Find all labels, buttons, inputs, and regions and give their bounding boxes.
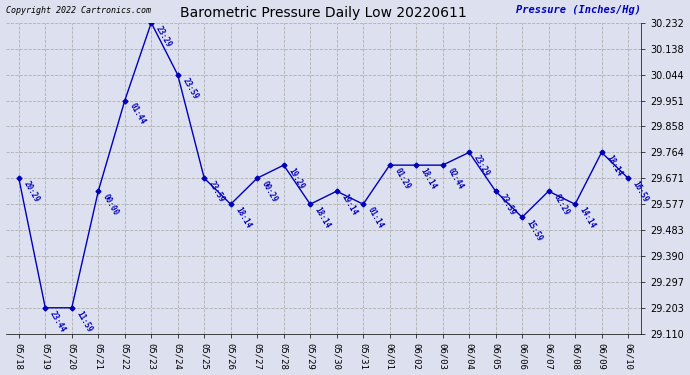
Text: Pressure (Inches/Hg): Pressure (Inches/Hg) xyxy=(516,5,641,15)
Text: 15:59: 15:59 xyxy=(525,219,544,243)
Text: 18:14: 18:14 xyxy=(313,206,333,230)
Text: 18:14: 18:14 xyxy=(419,166,438,191)
Text: 01:44: 01:44 xyxy=(128,102,147,126)
Text: Copyright 2022 Cartronics.com: Copyright 2022 Cartronics.com xyxy=(6,6,151,15)
Text: 02:44: 02:44 xyxy=(446,166,465,191)
Text: 23:29: 23:29 xyxy=(472,154,491,178)
Text: 23:44: 23:44 xyxy=(48,309,68,334)
Text: 19:14: 19:14 xyxy=(339,193,359,217)
Text: 01:29: 01:29 xyxy=(393,166,412,191)
Title: Barometric Pressure Daily Low 20220611: Barometric Pressure Daily Low 20220611 xyxy=(180,6,467,20)
Text: 23:59: 23:59 xyxy=(207,180,226,204)
Text: 00:29: 00:29 xyxy=(260,180,279,204)
Text: 11:59: 11:59 xyxy=(75,309,94,334)
Text: 18:14: 18:14 xyxy=(604,154,624,178)
Text: 23:29: 23:29 xyxy=(154,24,173,49)
Text: 14:14: 14:14 xyxy=(578,206,598,230)
Text: 16:59: 16:59 xyxy=(631,180,650,204)
Text: 18:14: 18:14 xyxy=(233,206,253,230)
Text: 00:00: 00:00 xyxy=(101,193,120,217)
Text: 02:29: 02:29 xyxy=(551,193,571,217)
Text: 19:29: 19:29 xyxy=(286,166,306,191)
Text: 23:59: 23:59 xyxy=(498,193,518,217)
Text: 01:14: 01:14 xyxy=(366,206,385,230)
Text: 20:29: 20:29 xyxy=(21,180,41,204)
Text: 23:59: 23:59 xyxy=(181,76,200,101)
